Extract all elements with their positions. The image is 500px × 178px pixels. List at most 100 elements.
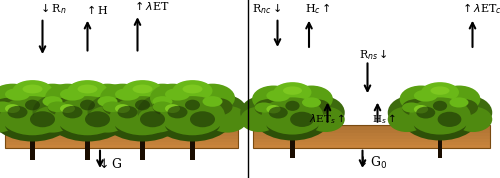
Ellipse shape — [388, 96, 435, 130]
Ellipse shape — [0, 94, 28, 130]
Ellipse shape — [208, 106, 248, 133]
Ellipse shape — [85, 84, 130, 112]
Ellipse shape — [62, 106, 82, 118]
Ellipse shape — [421, 82, 459, 102]
Ellipse shape — [110, 96, 175, 135]
Ellipse shape — [202, 98, 232, 116]
Ellipse shape — [60, 114, 95, 135]
Ellipse shape — [414, 90, 438, 102]
Bar — [25, 130, 40, 137]
Text: $\downarrow$G$_0$: $\downarrow$G$_0$ — [355, 155, 388, 171]
Ellipse shape — [45, 84, 90, 112]
Ellipse shape — [55, 96, 120, 135]
Ellipse shape — [416, 107, 435, 119]
Ellipse shape — [60, 88, 85, 101]
Ellipse shape — [92, 94, 142, 130]
Ellipse shape — [0, 101, 12, 112]
Ellipse shape — [48, 98, 78, 116]
Ellipse shape — [135, 114, 170, 135]
Bar — [252, 136, 490, 139]
Ellipse shape — [240, 96, 288, 130]
Ellipse shape — [100, 84, 145, 112]
Bar — [252, 130, 490, 133]
Ellipse shape — [262, 97, 324, 135]
Ellipse shape — [402, 103, 421, 112]
Ellipse shape — [259, 84, 326, 124]
Ellipse shape — [168, 106, 188, 118]
Ellipse shape — [302, 99, 330, 116]
Ellipse shape — [158, 82, 228, 125]
Bar — [135, 130, 150, 137]
Ellipse shape — [0, 84, 35, 112]
Ellipse shape — [115, 114, 150, 135]
Ellipse shape — [150, 84, 195, 112]
Bar — [5, 136, 237, 139]
Bar — [252, 125, 490, 148]
Ellipse shape — [88, 94, 138, 130]
Bar — [85, 121, 90, 160]
Ellipse shape — [108, 82, 178, 125]
Ellipse shape — [140, 111, 165, 127]
Ellipse shape — [266, 114, 300, 135]
Bar — [252, 142, 490, 145]
Ellipse shape — [172, 80, 212, 101]
Ellipse shape — [286, 114, 318, 135]
Ellipse shape — [102, 106, 142, 133]
Ellipse shape — [115, 88, 140, 101]
Ellipse shape — [450, 99, 478, 116]
Bar — [438, 121, 442, 158]
Ellipse shape — [190, 111, 215, 127]
Ellipse shape — [42, 96, 62, 107]
Ellipse shape — [290, 112, 314, 127]
Bar — [252, 133, 490, 136]
Bar — [140, 121, 145, 160]
Ellipse shape — [8, 106, 28, 118]
Ellipse shape — [0, 88, 75, 142]
Ellipse shape — [286, 101, 300, 111]
Ellipse shape — [414, 105, 428, 113]
Bar — [5, 145, 237, 148]
Ellipse shape — [152, 101, 172, 112]
Text: $\uparrow$H: $\uparrow$H — [84, 3, 108, 16]
Bar — [5, 139, 237, 142]
Bar — [5, 125, 237, 127]
Ellipse shape — [12, 80, 52, 101]
Ellipse shape — [266, 105, 280, 113]
Ellipse shape — [138, 94, 188, 130]
Bar — [190, 121, 195, 160]
Ellipse shape — [60, 104, 75, 113]
Ellipse shape — [252, 86, 295, 113]
Ellipse shape — [102, 98, 132, 116]
Ellipse shape — [254, 103, 274, 112]
Ellipse shape — [297, 96, 344, 130]
Ellipse shape — [283, 86, 302, 95]
Ellipse shape — [80, 100, 95, 110]
Ellipse shape — [52, 82, 122, 125]
Ellipse shape — [400, 86, 442, 113]
Ellipse shape — [433, 101, 447, 111]
Ellipse shape — [118, 106, 138, 118]
Ellipse shape — [454, 107, 492, 132]
Ellipse shape — [5, 114, 40, 135]
Ellipse shape — [150, 88, 235, 142]
Ellipse shape — [140, 84, 185, 112]
Ellipse shape — [85, 111, 110, 127]
Ellipse shape — [138, 106, 177, 133]
Bar — [433, 129, 447, 136]
Ellipse shape — [240, 107, 278, 132]
Ellipse shape — [254, 99, 283, 116]
Ellipse shape — [185, 114, 220, 135]
Bar — [252, 125, 490, 127]
Ellipse shape — [202, 96, 222, 107]
Ellipse shape — [407, 84, 473, 124]
Bar — [30, 121, 35, 160]
Text: $\downarrow$G: $\downarrow$G — [96, 157, 122, 171]
Ellipse shape — [135, 100, 150, 110]
Ellipse shape — [409, 97, 471, 135]
Bar — [252, 139, 490, 142]
Ellipse shape — [160, 96, 225, 135]
Ellipse shape — [48, 106, 88, 133]
Ellipse shape — [165, 114, 200, 135]
Text: $\uparrow\lambda$ET$_c$: $\uparrow\lambda$ET$_c$ — [460, 1, 500, 16]
Ellipse shape — [388, 107, 426, 132]
